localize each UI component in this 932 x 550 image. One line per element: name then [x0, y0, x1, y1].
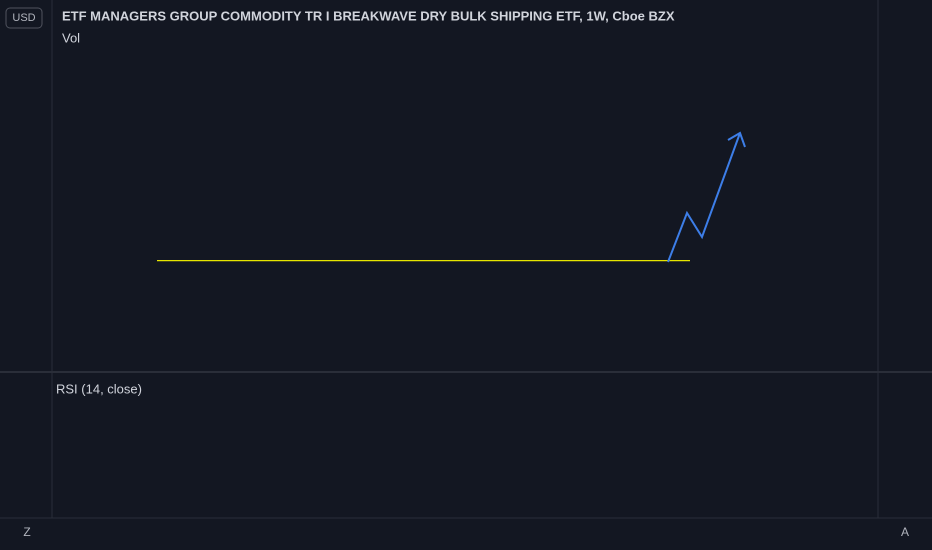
volume-label: Vol [62, 30, 80, 45]
corner-right[interactable]: A [901, 525, 909, 539]
chart-title: ETF MANAGERS GROUP COMMODITY TR I BREAKW… [62, 8, 675, 23]
currency-box [5, 7, 43, 29]
arrow-head [727, 131, 746, 148]
currency: USD [12, 12, 35, 24]
projection-arrow [667, 132, 741, 263]
corner-left[interactable]: Z [23, 525, 30, 539]
rsi-label: RSI (14, close) [56, 381, 142, 396]
